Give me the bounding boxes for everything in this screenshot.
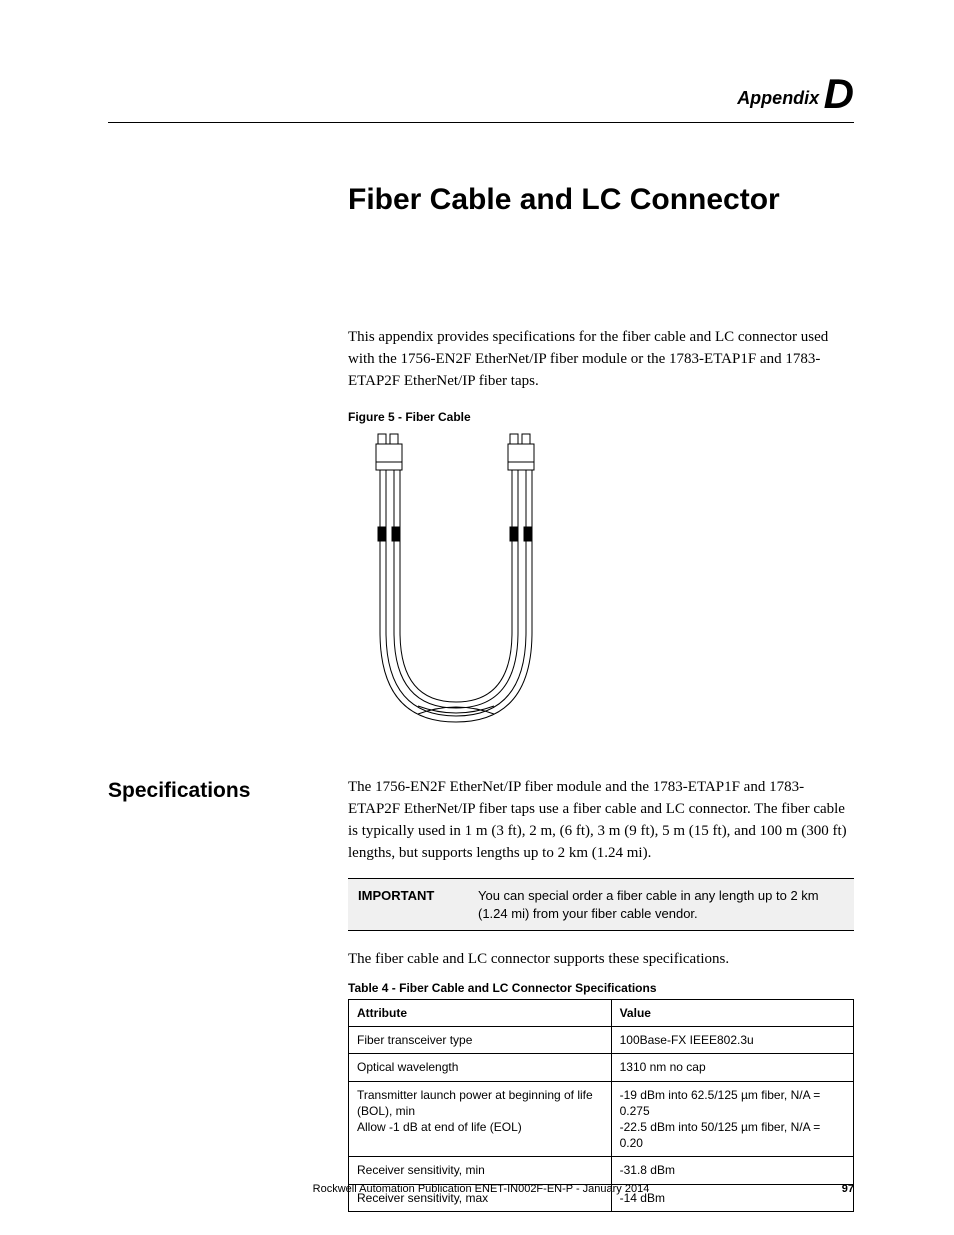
important-text: You can special order a fiber cable in a… (478, 887, 844, 922)
cell: Optical wavelength (349, 1054, 612, 1081)
footer-page-number: 97 (814, 1183, 854, 1195)
cell: -19 dBm into 62.5/125 µm fiber, N/A = 0.… (611, 1081, 853, 1157)
spec-table: Attribute Value Fiber transceiver type10… (348, 999, 854, 1212)
table-header-row: Attribute Value (349, 1000, 854, 1027)
fiber-cable-svg (348, 432, 608, 732)
intro-paragraph: This appendix provides specifications fo… (348, 327, 854, 392)
cell: Transmitter launch power at beginning of… (349, 1081, 612, 1157)
fiber-cable-figure (348, 432, 854, 737)
cell: 1310 nm no cap (611, 1054, 853, 1081)
table-row: Receiver sensitivity, min-31.8 dBm (349, 1157, 854, 1184)
appendix-letter: D (824, 70, 854, 117)
cell: Fiber transceiver type (349, 1027, 612, 1054)
important-label: IMPORTANT (358, 887, 478, 922)
appendix-header: Appendix D (108, 70, 854, 118)
table-row: Fiber transceiver type100Base-FX IEEE802… (349, 1027, 854, 1054)
table-header-value: Value (611, 1000, 853, 1027)
appendix-word: Appendix (737, 88, 819, 108)
page-title: Fiber Cable and LC Connector (348, 183, 854, 217)
cell: -31.8 dBm (611, 1157, 853, 1184)
page-footer: Rockwell Automation Publication ENET-IN0… (108, 1183, 854, 1195)
table-row: Transmitter launch power at beginning of… (349, 1081, 854, 1157)
spec-paragraph: The 1756-EN2F EtherNet/IP fiber module a… (348, 777, 854, 864)
cell: Receiver sensitivity, min (349, 1157, 612, 1184)
important-callout: IMPORTANT You can special order a fiber … (348, 878, 854, 931)
figure-caption: Figure 5 - Fiber Cable (348, 410, 854, 424)
header-rule (108, 122, 854, 123)
after-important-paragraph: The fiber cable and LC connector support… (348, 949, 854, 971)
table-row: Optical wavelength1310 nm no cap (349, 1054, 854, 1081)
table-caption: Table 4 - Fiber Cable and LC Connector S… (348, 981, 854, 995)
footer-publication: Rockwell Automation Publication ENET-IN0… (148, 1183, 814, 1195)
cell: 100Base-FX IEEE802.3u (611, 1027, 853, 1054)
table-header-attribute: Attribute (349, 1000, 612, 1027)
section-heading-specifications: Specifications (108, 777, 328, 971)
